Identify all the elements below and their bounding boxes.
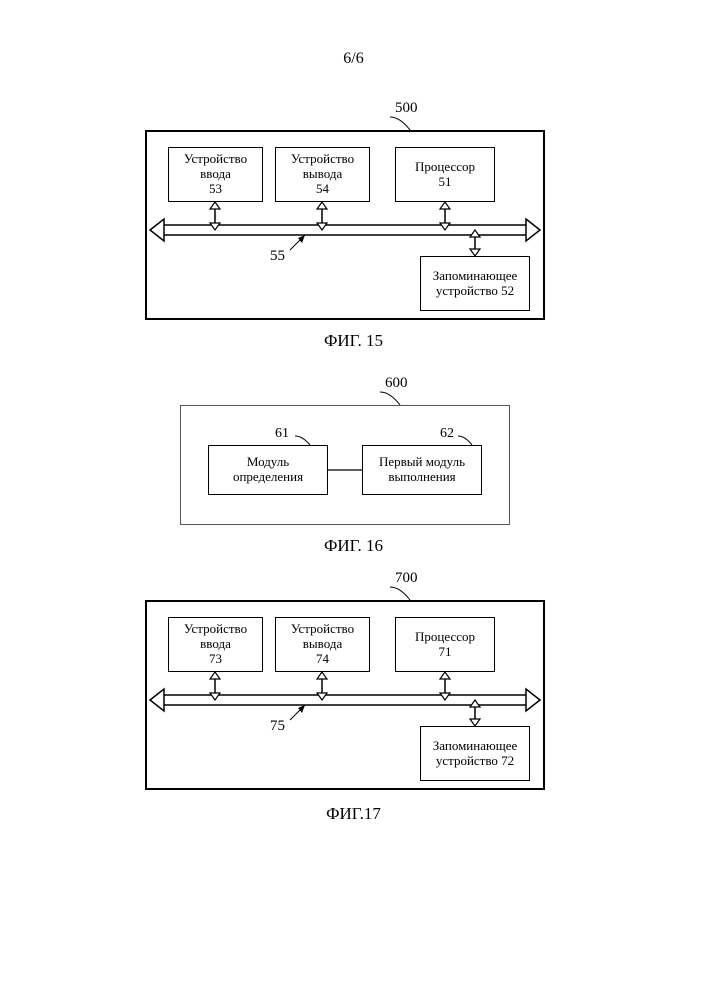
fig17-caption: ФИГ.17 — [0, 804, 707, 824]
fig17-ref-label: 700 — [395, 570, 418, 587]
fig17-proc-label: Процессор — [398, 630, 492, 645]
fig17-input-label: Устройство ввода — [171, 622, 260, 652]
fig17-mem-text: Запоминающее устройство 72 — [423, 739, 527, 769]
page: 6/6 Устройство ввода 53 Устройство вывод… — [0, 0, 707, 1000]
fig17-output-num: 74 — [278, 652, 367, 667]
fig17-mem-box: Запоминающее устройство 72 — [420, 726, 530, 781]
fig17-svg — [0, 0, 707, 1000]
fig17-bus-label: 75 — [270, 718, 285, 735]
fig17-proc-box: Процессор 71 — [395, 617, 495, 672]
fig17-output-label: Устройство вывода — [278, 622, 367, 652]
fig17-input-num: 73 — [171, 652, 260, 667]
fig17-proc-num: 71 — [398, 645, 492, 660]
fig17-input-box: Устройство ввода 73 — [168, 617, 263, 672]
fig17-output-box: Устройство вывода 74 — [275, 617, 370, 672]
